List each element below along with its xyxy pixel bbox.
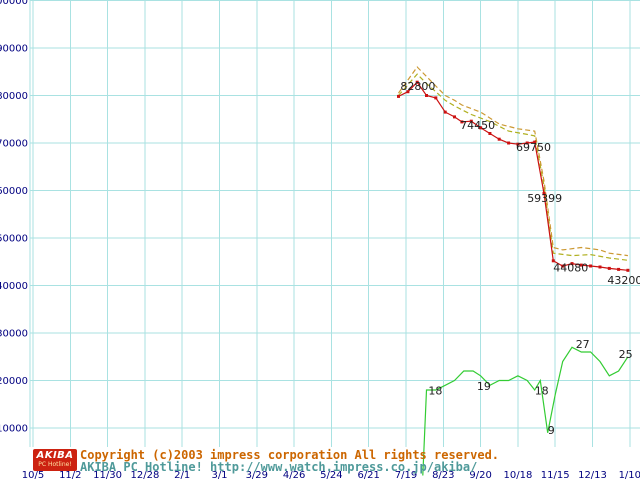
- x-axis-label: 6/21: [357, 470, 379, 480]
- x-axis-label: 12/28: [130, 470, 159, 480]
- y-axis-label: 40000: [0, 281, 28, 292]
- lowest-price-marker: [488, 132, 492, 135]
- x-axis-label: 3/1: [211, 470, 227, 480]
- lowest-price-marker: [415, 80, 419, 84]
- lowest-price-marker: [406, 90, 410, 94]
- x-axis-label: 11/2: [59, 470, 81, 480]
- y-axis-label: 70000: [0, 139, 28, 150]
- highest-price-line: [398, 66, 628, 257]
- lowest-price-marker: [551, 259, 555, 263]
- copyright-text: Copyright (c)2003 impress corporation Al…: [80, 448, 500, 462]
- x-axis-label: 11/30: [93, 470, 122, 480]
- lowest-price-marker: [497, 137, 501, 141]
- lowest-price-marker: [607, 266, 611, 270]
- y-axis-label: 60000: [0, 186, 28, 197]
- y-axis-label: 10000: [0, 424, 28, 435]
- y-axis-label: 50000: [0, 234, 28, 245]
- average-price-line: [398, 73, 628, 261]
- lowest-price-marker: [598, 265, 602, 269]
- data-label: 19: [477, 380, 491, 393]
- y-axis-label: 30000: [0, 329, 28, 340]
- y-axis-label: 80000: [0, 91, 28, 102]
- data-label: 69750: [516, 141, 551, 154]
- x-axis-label: 10/5: [22, 470, 44, 480]
- data-label: 74450: [460, 119, 495, 132]
- x-axis-label: 4/26: [283, 470, 305, 480]
- lowest-price-marker: [589, 264, 593, 268]
- data-label: 18: [428, 384, 442, 397]
- data-label: 27: [576, 338, 590, 351]
- x-axis-label: 1/10: [619, 470, 640, 480]
- x-axis-label: 10/18: [503, 470, 532, 480]
- lowest-price-marker: [443, 110, 447, 114]
- x-axis-label: 11/15: [541, 470, 570, 480]
- akiba-logo: AKIBA PC Hotline!: [33, 449, 77, 471]
- data-label: 44080: [553, 261, 588, 274]
- data-label: 18: [535, 384, 549, 397]
- lowest-price-marker: [469, 119, 473, 123]
- lowest-price-marker: [460, 120, 464, 124]
- x-axis-label: 5/24: [320, 470, 342, 480]
- data-label: 9: [548, 424, 555, 437]
- lowest-price-marker: [561, 264, 565, 268]
- site-url-text: AKIBA PC Hotline! http://www.watch.impre…: [80, 460, 478, 474]
- data-label: 82800: [400, 80, 435, 93]
- lowest-price-line: [398, 81, 628, 271]
- x-axis-label: 3/29: [246, 470, 268, 480]
- lowest-price-marker: [626, 268, 630, 272]
- lowest-price-marker: [525, 141, 529, 145]
- lowest-price-marker: [425, 94, 428, 97]
- x-axis-label: 9/20: [469, 470, 491, 480]
- data-label: 43200: [607, 274, 640, 287]
- data-label: 59399: [527, 192, 562, 205]
- lowest-price-marker: [507, 141, 511, 145]
- lowest-price-marker: [516, 142, 520, 146]
- y-axis-label: 20000: [0, 376, 28, 387]
- y-axis-label: 90000: [0, 44, 28, 55]
- akiba-logo-text: AKIBA: [36, 450, 74, 461]
- y-axis-label: 100000: [0, 0, 28, 7]
- lowest-price-marker: [434, 96, 438, 100]
- lowest-price-marker: [453, 115, 456, 119]
- shop-count-line: [422, 346, 629, 476]
- lowest-price-marker: [542, 191, 546, 195]
- x-axis-label: 7/19: [395, 470, 417, 480]
- lowest-price-marker: [579, 263, 583, 267]
- lowest-price-marker: [397, 94, 400, 98]
- x-axis-label: 2/1: [174, 470, 190, 480]
- lowest-price-marker: [479, 126, 483, 130]
- x-axis-label: 12/13: [578, 470, 607, 480]
- akiba-logo-subtext: PC Hotline!: [38, 461, 72, 468]
- lowest-price-marker: [570, 262, 574, 266]
- lowest-price-marker: [533, 140, 537, 144]
- data-label: 25: [619, 348, 633, 361]
- lowest-price-marker: [617, 267, 621, 271]
- x-axis-label: 8/23: [432, 470, 454, 480]
